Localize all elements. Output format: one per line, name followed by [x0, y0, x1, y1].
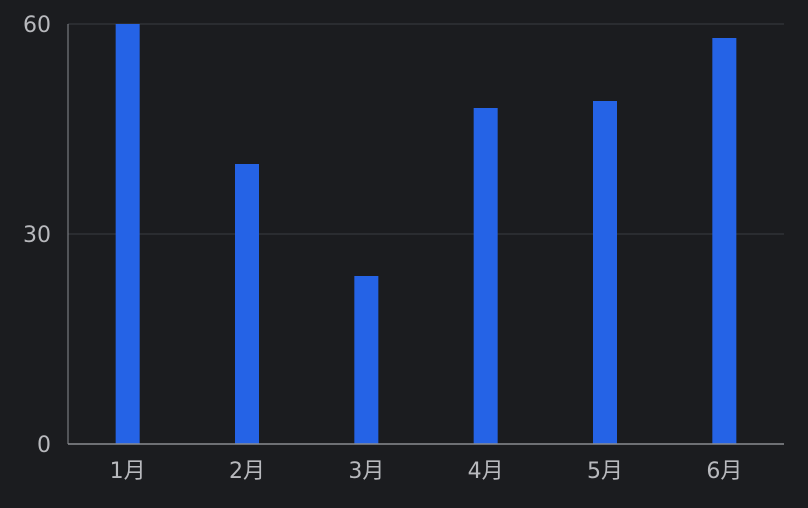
tick-labels: 0 30 60 1月 2月 3月 4月 5月 6月 [23, 13, 742, 484]
y-tick-label-60: 60 [23, 13, 51, 38]
x-tick-label-3: 3月 [348, 459, 384, 484]
y-tick-label-30: 30 [23, 223, 51, 248]
bar-5 [593, 101, 617, 444]
bar-4 [473, 108, 498, 444]
bar-1 [115, 24, 140, 444]
bar-6 [712, 38, 737, 444]
bar-3 [354, 276, 379, 444]
x-tick-label-6: 6月 [706, 459, 742, 484]
x-tick-label-4: 4月 [468, 459, 504, 484]
bars [115, 24, 737, 444]
bar-2 [235, 164, 259, 444]
grid-lines [68, 23, 784, 235]
y-tick-label-0: 0 [37, 433, 51, 458]
axes [67, 24, 784, 445]
x-tick-label-2: 2月 [229, 459, 265, 484]
x-tick-label-5: 5月 [587, 459, 623, 484]
x-tick-label-1: 1月 [110, 459, 146, 484]
